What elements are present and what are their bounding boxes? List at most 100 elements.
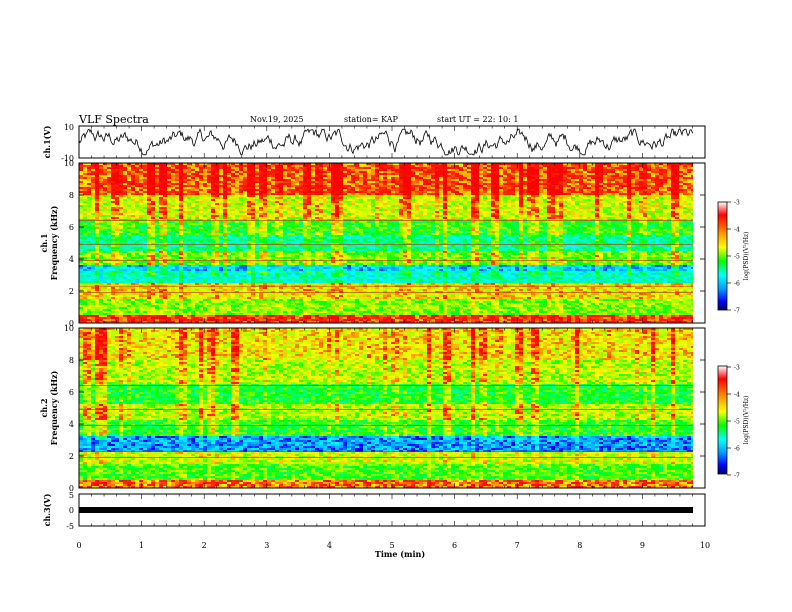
spectrogram-cell — [167, 175, 171, 177]
spectrogram-cell — [163, 253, 167, 255]
spectrogram-cell — [127, 171, 131, 173]
spectrogram-cell — [107, 177, 111, 179]
spectrogram-cell — [167, 257, 171, 259]
spectrogram-cell — [143, 313, 147, 315]
spectrogram-cell — [147, 307, 151, 309]
spectrogram-cell — [87, 245, 91, 247]
spectrogram-cell — [163, 187, 167, 189]
spectrogram-cell — [163, 299, 167, 301]
spectrogram-cell — [103, 179, 107, 181]
spectrogram-cell — [111, 189, 115, 191]
spectrogram-cell — [119, 319, 123, 321]
spectrogram-cell — [111, 235, 115, 237]
spectrogram-cell — [115, 319, 119, 321]
spectrogram-cell — [151, 295, 155, 297]
spectrogram-cell — [131, 309, 135, 311]
spectrogram-cell — [111, 251, 115, 253]
spectrogram-cell — [147, 183, 151, 185]
spectrogram-cell — [83, 255, 87, 257]
spectrogram-cell — [135, 189, 139, 191]
spectrogram-cell — [83, 309, 87, 311]
spectrogram-cell — [87, 195, 91, 197]
spectrogram-cell — [79, 169, 83, 171]
spectrogram-cell — [155, 305, 159, 307]
spectrogram-cell — [123, 165, 127, 167]
spectrogram-cell — [127, 263, 131, 265]
spectrogram-cell — [143, 277, 147, 279]
spectrogram-cell — [151, 209, 155, 211]
spectrogram-cell — [123, 293, 127, 295]
spectrogram-cell — [79, 271, 83, 273]
spectrogram-cell — [163, 219, 167, 221]
spectrogram-cell — [115, 281, 119, 283]
spectrogram-cell — [119, 283, 123, 285]
spectrogram-cell — [103, 315, 107, 317]
spectrogram-cell — [91, 229, 95, 231]
spectrogram-cell — [151, 239, 155, 241]
spectrogram-cell — [103, 191, 107, 193]
spectrogram-cell — [95, 267, 99, 269]
spectrogram-cell — [159, 175, 163, 177]
spectrogram-cell — [135, 247, 139, 249]
spectrogram-cell — [151, 291, 155, 293]
spectrogram-cell — [99, 205, 103, 207]
spectrogram-cell — [123, 207, 127, 209]
spectrogram-cell — [119, 169, 123, 171]
spectrogram-cell — [107, 227, 111, 229]
spectrogram-cell — [103, 259, 107, 261]
spectrogram-cell — [79, 279, 83, 281]
spectrogram-cell — [139, 233, 143, 235]
spectrogram-cell — [127, 169, 131, 171]
spectrogram-cell — [107, 283, 111, 285]
spectrogram-cell — [147, 239, 151, 241]
spectrogram-cell — [159, 233, 163, 235]
spectrogram-cell — [99, 247, 103, 249]
spectrogram-cell — [99, 233, 103, 235]
spectrogram-cell — [127, 201, 131, 203]
spectrogram-cell — [119, 235, 123, 237]
spectrogram-cell — [91, 231, 95, 233]
spectrogram-cell — [155, 247, 159, 249]
spectrogram-cell — [159, 287, 163, 289]
spectrogram-cell — [83, 203, 87, 205]
spectrogram-cell — [135, 311, 139, 313]
spectrogram-cell — [91, 237, 95, 239]
spectrogram-cell — [143, 177, 147, 179]
spectrogram-cell — [159, 201, 163, 203]
spectrogram-cell — [143, 179, 147, 181]
start-time-label: start UT = 22: 10: 1 — [437, 115, 518, 124]
spectrogram-cell — [163, 175, 167, 177]
spectrogram-cell — [111, 317, 115, 319]
spectrogram-cell — [163, 183, 167, 185]
spectrogram-cell — [107, 303, 111, 305]
spectrogram-cell — [151, 201, 155, 203]
spectrogram-cell — [131, 265, 135, 267]
spectrogram-cell — [99, 257, 103, 259]
spectrogram-cell — [83, 315, 87, 317]
spectrogram-cell — [95, 215, 99, 217]
spectrogram-cell — [139, 199, 143, 201]
spectrogram-cell — [119, 227, 123, 229]
spectrogram-cell — [103, 261, 107, 263]
spectrogram-cell — [79, 315, 83, 317]
spectrogram-cell — [147, 255, 151, 257]
spectrogram-cell — [147, 241, 151, 243]
spectrogram-cell — [155, 171, 159, 173]
spectrogram-cell — [151, 263, 155, 265]
spectrogram-cell — [87, 189, 91, 191]
spectrogram-cell — [103, 225, 107, 227]
spectrogram-cell — [139, 301, 143, 303]
spectrogram-cell — [135, 309, 139, 311]
spectrogram-cell — [91, 249, 95, 251]
spectrogram-cell — [83, 191, 87, 193]
spectrogram-cell — [155, 183, 159, 185]
spectrogram-cell — [143, 283, 147, 285]
spectrogram-cell — [147, 193, 151, 195]
ch1-ylabel: ch.1(V) — [42, 125, 52, 158]
spectrogram-cell — [131, 259, 135, 261]
spectrogram-cell — [131, 295, 135, 297]
spectrogram-cell — [163, 229, 167, 231]
spectrogram-cell — [83, 301, 87, 303]
spectrogram-cell — [115, 251, 119, 253]
spectrogram-cell — [103, 195, 107, 197]
